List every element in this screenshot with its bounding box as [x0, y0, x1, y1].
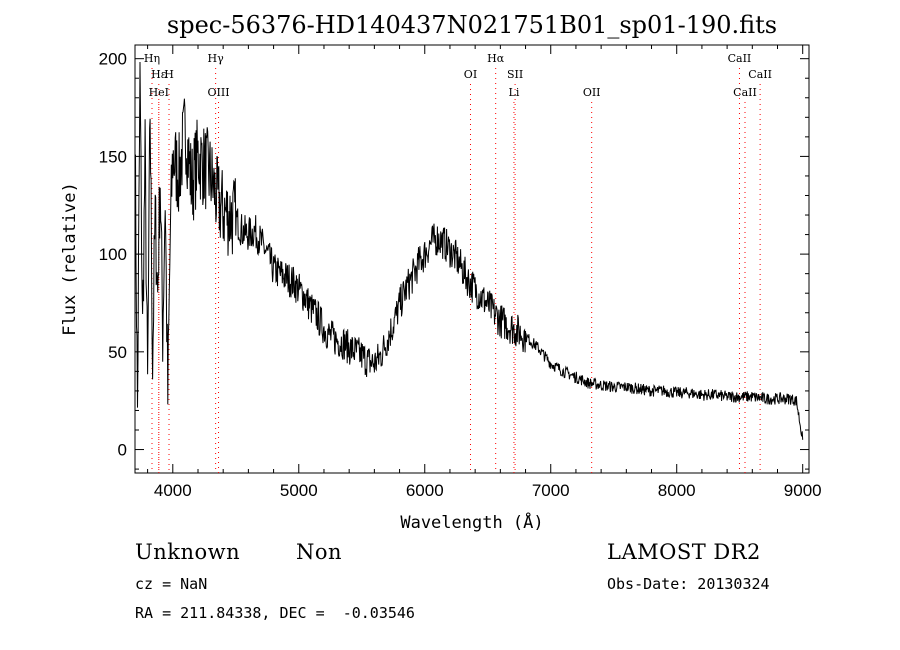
- subclass-name: Non: [296, 540, 343, 564]
- line-marker-label: Hγ: [208, 52, 225, 65]
- line-marker-label: Hα: [487, 52, 505, 65]
- x-tick-label: 4000: [154, 481, 192, 500]
- line-marker-label: SII: [507, 68, 523, 81]
- line-marker-label: CaII: [728, 52, 752, 65]
- line-marker-label: HeI: [149, 86, 169, 99]
- line-marker-label: Hε: [151, 68, 167, 81]
- x-tick-label: 8000: [658, 481, 696, 500]
- x-axis-label: Wavelength (Å): [400, 511, 543, 533]
- plot-frame: [134, 44, 810, 474]
- line-marker-label: OII: [583, 86, 601, 99]
- y-tick-label: 100: [99, 245, 127, 264]
- y-tick-label: 150: [99, 147, 127, 166]
- y-axis-label: Flux (relative): [60, 182, 80, 336]
- observation-date: Obs-Date: 20130324: [607, 575, 770, 593]
- class-name: Unknown: [135, 540, 241, 564]
- x-tick-label: 9000: [784, 481, 822, 500]
- x-tick-label: 5000: [280, 481, 318, 500]
- line-marker-label: Hη: [144, 52, 160, 65]
- y-axis: 0 50 100 150 200: [99, 50, 809, 470]
- y-tick-label: 0: [118, 441, 127, 460]
- chart-title: spec-56376-HD140437N021751B01_sp01-190.f…: [167, 11, 777, 39]
- line-marker-label: CaII: [748, 68, 772, 81]
- line-marker-label: H: [164, 68, 174, 81]
- line-marker-label: OIII: [207, 86, 229, 99]
- line-marker-label: CaII: [733, 86, 757, 99]
- coordinates: RA = 211.84338, DEC = -0.03546: [135, 604, 415, 622]
- y-tick-label: 200: [99, 50, 127, 69]
- y-tick-label: 50: [108, 343, 127, 362]
- x-tick-label: 6000: [406, 481, 444, 500]
- x-tick-label: 7000: [532, 481, 570, 500]
- spectrum-series: [134, 61, 804, 440]
- survey-name: LAMOST DR2: [607, 540, 761, 564]
- line-marker-label: Li: [509, 86, 520, 99]
- line-marker-label: OI: [464, 68, 477, 81]
- spectrum-line: [134, 61, 804, 440]
- x-axis: 4000 5000 6000 7000 8000 9000: [147, 45, 822, 500]
- redshift-cz: cz = NaN: [135, 575, 208, 593]
